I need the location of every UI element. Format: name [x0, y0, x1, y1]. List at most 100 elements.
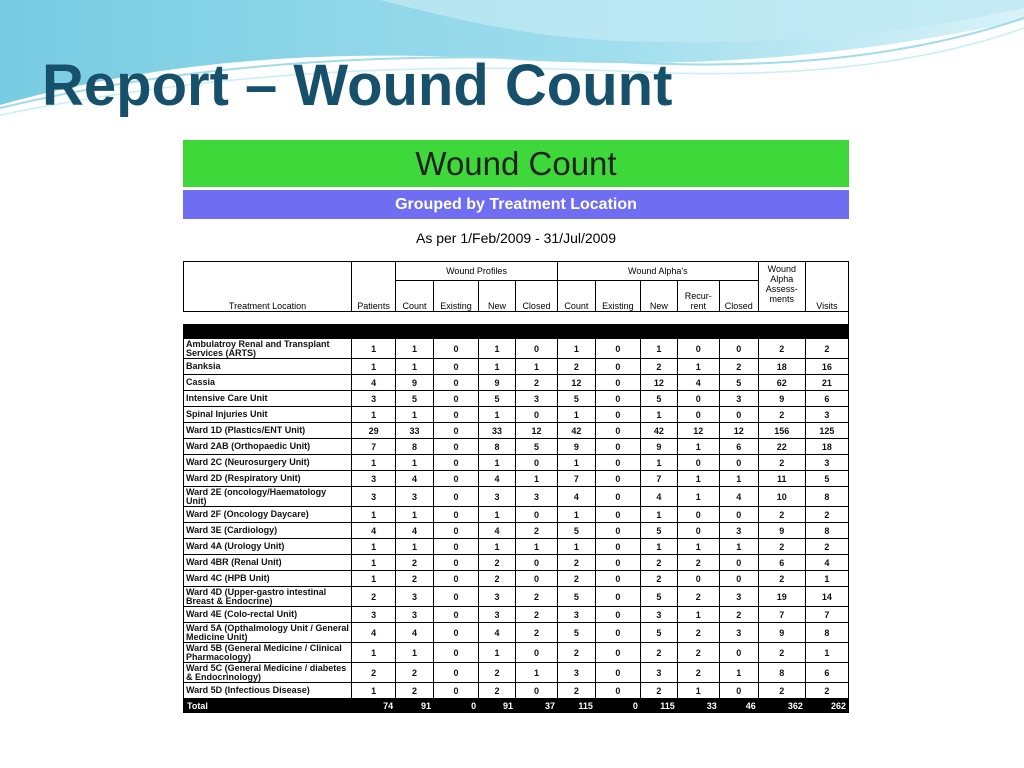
- wave-decoration: [0, 0, 1024, 116]
- row-value: 0: [434, 555, 480, 571]
- row-location: Ward 5A (Opthalmology Unit / General Med…: [183, 623, 353, 643]
- row-location: Ward 2AB (Orthopaedic Unit): [183, 439, 353, 455]
- row-value: 1: [352, 555, 397, 571]
- row-value: 1: [352, 507, 397, 523]
- row-value: 5: [640, 587, 678, 607]
- row-value: 2: [640, 359, 678, 375]
- table-row: Ward 4D (Upper-gastro intestinal Breast …: [183, 587, 849, 607]
- row-value: 1: [396, 643, 434, 663]
- total-value: 115: [640, 699, 678, 713]
- row-value: 1: [557, 407, 596, 423]
- row-value: 1: [677, 359, 720, 375]
- row-value: 0: [595, 455, 641, 471]
- row-value: 2: [719, 359, 759, 375]
- row-value: 1: [352, 683, 397, 699]
- row-value: 8: [396, 439, 434, 455]
- row-value: 0: [515, 643, 558, 663]
- row-value: 125: [805, 423, 849, 439]
- row-value: 6: [758, 555, 806, 571]
- row-value: 16: [805, 359, 849, 375]
- row-location: Ward 2D (Respiratory Unit): [183, 471, 353, 487]
- row-value: 7: [557, 471, 596, 487]
- row-value: 0: [677, 571, 720, 587]
- row-location: Ward 4E (Colo-rectal Unit): [183, 607, 353, 623]
- row-value: 3: [352, 391, 397, 407]
- row-value: 3: [396, 587, 434, 607]
- row-value: 3: [352, 471, 397, 487]
- total-value: 115: [557, 699, 596, 713]
- row-value: 12: [677, 423, 720, 439]
- table-row: Ward 4C (HPB Unit) 1 2 0 2 0 2 0 2 0 0 2 1: [183, 571, 849, 587]
- row-location: Ward 4C (HPB Unit): [183, 571, 353, 587]
- row-location: Ward 5C (General Medicine / diabetes & E…: [183, 663, 353, 683]
- row-value: 0: [434, 359, 480, 375]
- row-value: 5: [479, 391, 516, 407]
- row-value: 156: [758, 423, 806, 439]
- row-value: 3: [515, 487, 558, 507]
- row-value: 0: [719, 571, 759, 587]
- row-value: 8: [805, 523, 849, 539]
- total-row: Total 74 91 0 91 37 115 0 115 33 46 362 262: [183, 699, 849, 713]
- row-value: 3: [640, 607, 678, 623]
- row-value: 2: [719, 607, 759, 623]
- row-value: 1: [719, 471, 759, 487]
- row-location: Cassia: [183, 375, 353, 391]
- row-value: 1: [396, 539, 434, 555]
- row-value: 3: [479, 607, 516, 623]
- total-value: 0: [595, 699, 641, 713]
- row-value: 1: [805, 571, 849, 587]
- row-value: 5: [640, 623, 678, 643]
- row-value: 0: [595, 507, 641, 523]
- row-value: 1: [640, 455, 678, 471]
- total-value: 262: [805, 699, 849, 713]
- row-value: 0: [434, 423, 480, 439]
- row-value: 0: [719, 643, 759, 663]
- row-value: 2: [557, 359, 596, 375]
- row-value: 0: [719, 407, 759, 423]
- row-value: 2: [758, 407, 806, 423]
- row-location: Ward 4BR (Renal Unit): [183, 555, 353, 571]
- row-value: 0: [595, 607, 641, 623]
- row-value: 2: [677, 643, 720, 663]
- total-value: 46: [719, 699, 759, 713]
- row-value: 4: [396, 523, 434, 539]
- col-header-location: Treatment Location: [183, 261, 353, 312]
- row-value: 3: [719, 587, 759, 607]
- slide-title: Report – Wound Count: [42, 53, 673, 118]
- row-value: 4: [677, 375, 720, 391]
- row-value: 2: [352, 663, 397, 683]
- report-subtitle: Grouped by Treatment Location: [183, 190, 849, 219]
- row-value: 0: [434, 623, 480, 643]
- report-title: Wound Count: [183, 140, 849, 187]
- row-value: 1: [557, 339, 596, 359]
- row-value: 1: [479, 539, 516, 555]
- row-value: 1: [396, 507, 434, 523]
- col-header-wp-count: Count: [396, 281, 434, 312]
- table-row: Ward 2C (Neurosurgery Unit) 1 1 0 1 0 1 0 1 0 0 2 3: [183, 455, 849, 471]
- row-value: 0: [595, 571, 641, 587]
- row-value: 0: [595, 407, 641, 423]
- row-value: 0: [595, 555, 641, 571]
- total-value: 362: [758, 699, 806, 713]
- table-row: Ward 2D (Respiratory Unit) 3 4 0 4 1 7 0 7 1 1 11 5: [183, 471, 849, 487]
- table-row: Ward 4A (Urology Unit) 1 1 0 1 1 1 0 1 1 1 2 2: [183, 539, 849, 555]
- row-value: 7: [805, 607, 849, 623]
- table-row: Banksia 1 1 0 1 1 2 0 2 1 2 18 16: [183, 359, 849, 375]
- row-value: 0: [595, 339, 641, 359]
- row-value: 5: [557, 391, 596, 407]
- row-value: 1: [640, 539, 678, 555]
- row-value: 5: [515, 439, 558, 455]
- row-value: 1: [677, 607, 720, 623]
- row-value: 1: [677, 471, 720, 487]
- row-value: 1: [677, 487, 720, 507]
- row-value: 1: [396, 407, 434, 423]
- table-row: Ward 4E (Colo-rectal Unit) 3 3 0 3 2 3 0 3 1 2 7 7: [183, 607, 849, 623]
- row-value: 8: [479, 439, 516, 455]
- table-row: Ward 5C (General Medicine / diabetes & E…: [183, 663, 849, 683]
- row-value: 1: [640, 339, 678, 359]
- row-value: 2: [479, 555, 516, 571]
- row-value: 2: [805, 339, 849, 359]
- row-value: 0: [677, 455, 720, 471]
- row-value: 1: [515, 471, 558, 487]
- row-value: 2: [479, 663, 516, 683]
